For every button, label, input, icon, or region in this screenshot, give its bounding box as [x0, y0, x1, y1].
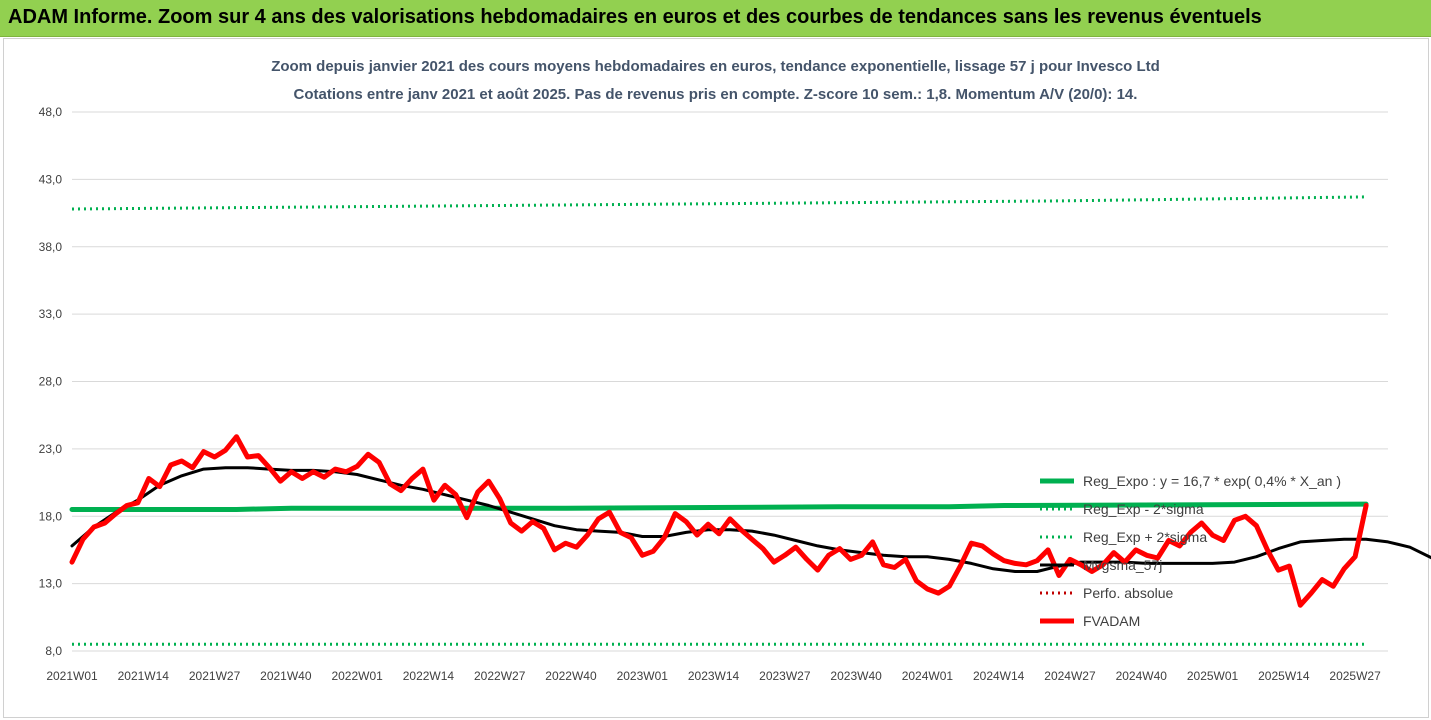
y-tick-label: 13,0	[39, 577, 63, 591]
legend-label: Reg_Expo : y = 16,7 * exp( 0,4% * X_an )	[1083, 473, 1341, 489]
x-tick-label: 2022W14	[403, 669, 455, 683]
series-line-2	[71, 195, 1367, 211]
y-tick-label: 48,0	[39, 105, 63, 119]
x-tick-label: 2022W01	[331, 669, 383, 683]
y-tick-label: 8,0	[45, 644, 62, 658]
series-line-0	[69, 501, 1369, 512]
y-tick-label: 38,0	[39, 240, 63, 254]
x-tick-label: 2024W40	[1116, 669, 1168, 683]
y-tick-label: 18,0	[39, 509, 63, 523]
chart-subtitle: Cotations entre janv 2021 et août 2025. …	[293, 86, 1138, 103]
legend-label: Reg_Exp - 2*sigma	[1083, 501, 1204, 517]
x-tick-label: 2023W40	[830, 669, 882, 683]
report-title: ADAM Informe. Zoom sur 4 ans des valoris…	[8, 6, 1262, 28]
x-tick-label: 2022W40	[545, 669, 597, 683]
legend-label: Mvgsma_57j	[1083, 557, 1162, 573]
x-tick-label: 2023W14	[688, 669, 740, 683]
x-tick-label: 2025W14	[1258, 669, 1310, 683]
legend-label: Reg_Exp + 2*sigma	[1083, 529, 1207, 545]
y-tick-label: 28,0	[39, 375, 63, 389]
x-tick-label: 2022W27	[474, 669, 526, 683]
series-line-5	[69, 434, 1369, 608]
x-tick-label: 2021W01	[46, 669, 98, 683]
x-tick-label: 2024W01	[902, 669, 954, 683]
x-tick-label: 2024W14	[973, 669, 1025, 683]
x-tick-label: 2025W27	[1329, 669, 1381, 683]
y-tick-label: 33,0	[39, 307, 63, 321]
x-tick-label: 2021W27	[189, 669, 241, 683]
series-line-3	[70, 466, 1431, 573]
chart-frame	[3, 38, 1429, 718]
legend-label: FVADAM	[1083, 613, 1140, 629]
x-tick-label: 2025W01	[1187, 669, 1239, 683]
report-banner: ADAM Informe. Zoom sur 4 ans des valoris…	[0, 0, 1431, 37]
y-tick-label: 23,0	[39, 442, 63, 456]
x-tick-label: 2023W27	[759, 669, 811, 683]
y-tick-label: 43,0	[39, 172, 63, 186]
legend-label: Perfo. absolue	[1083, 585, 1173, 601]
chart-title: Zoom depuis janvier 2021 des cours moyen…	[271, 58, 1160, 75]
x-tick-label: 2021W14	[118, 669, 170, 683]
x-tick-label: 2023W01	[617, 669, 669, 683]
x-tick-label: 2021W40	[260, 669, 312, 683]
x-tick-label: 2024W27	[1044, 669, 1096, 683]
